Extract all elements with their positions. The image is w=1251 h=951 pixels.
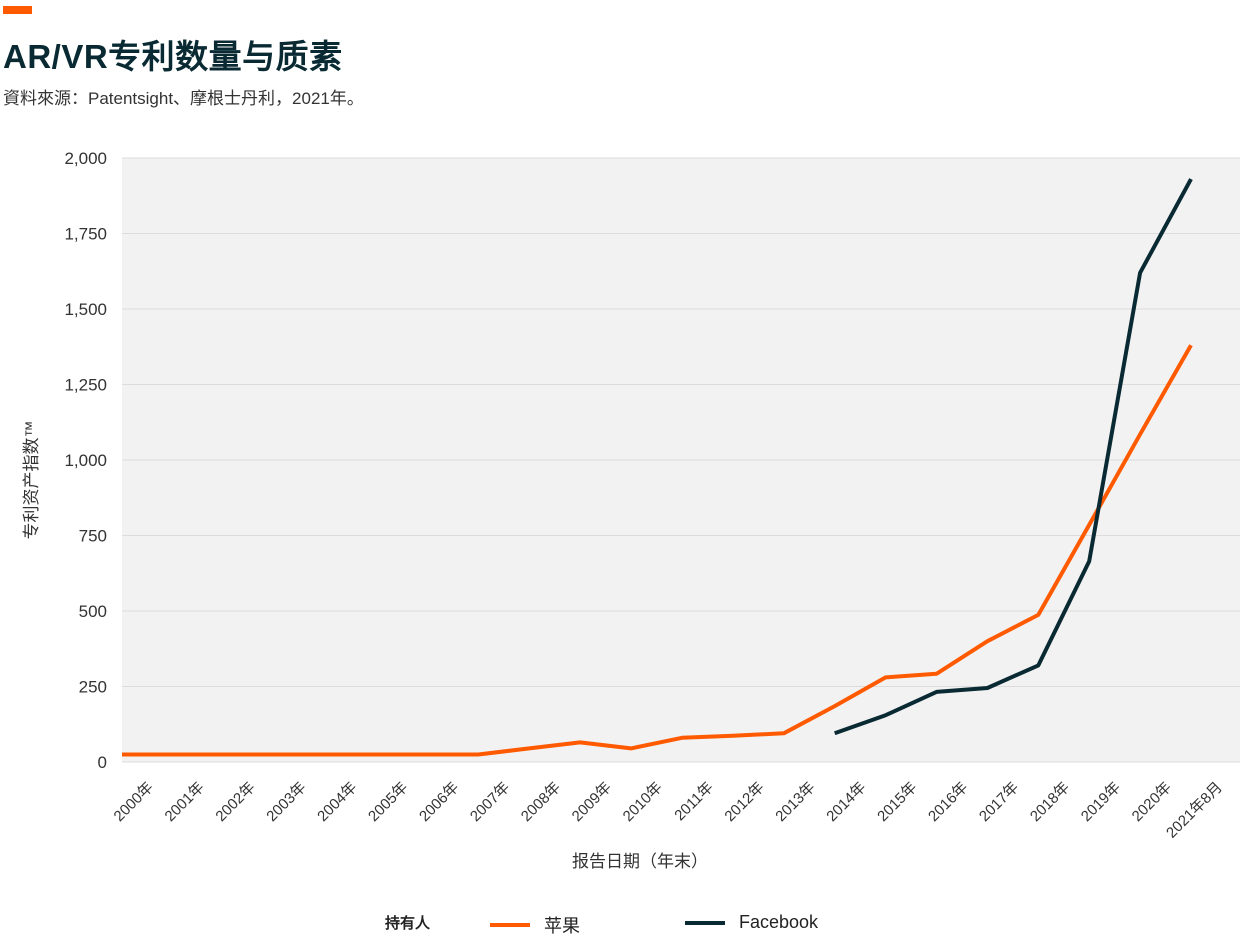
legend: 持有人 苹果 Facebook bbox=[0, 912, 1251, 942]
x-tick-label: 2016年 bbox=[925, 779, 971, 825]
y-tick-label: 1,000 bbox=[64, 451, 107, 470]
x-tick-label: 2019年 bbox=[1078, 779, 1124, 825]
series-line-apple bbox=[122, 344, 1193, 757]
gridlines bbox=[122, 157, 1240, 763]
x-tick-label: 2020年 bbox=[1129, 779, 1175, 825]
x-tick-label: 2021年8月 bbox=[1163, 779, 1226, 842]
legend-label-apple: 苹果 bbox=[544, 916, 580, 936]
y-tick-label: 500 bbox=[79, 602, 107, 621]
legend-swatch-facebook bbox=[685, 920, 725, 925]
legend-item-facebook: Facebook bbox=[685, 912, 818, 933]
y-tick-label: 1,500 bbox=[64, 300, 107, 319]
x-tick-label: 2017年 bbox=[976, 779, 1022, 825]
y-tick-label: 250 bbox=[79, 678, 107, 697]
chart-title: AR/VR专利数量与质素 bbox=[3, 38, 343, 75]
x-tick-label: 2000年 bbox=[111, 779, 157, 825]
chart-source: 資料來源：Patentsight、摩根士丹利，2021年。 bbox=[3, 89, 364, 108]
x-tick-label: 2003年 bbox=[263, 779, 309, 825]
x-tick-label: 2006年 bbox=[416, 779, 462, 825]
legend-label-facebook: Facebook bbox=[739, 912, 819, 932]
series-line-facebook bbox=[834, 178, 1193, 736]
x-tick-label: 2010年 bbox=[620, 779, 666, 825]
y-tick-label: 2,000 bbox=[64, 149, 107, 168]
x-tick-label: 2009年 bbox=[569, 779, 615, 825]
x-tick-label: 2018年 bbox=[1027, 779, 1073, 825]
y-tick-label: 750 bbox=[79, 527, 107, 546]
x-tick-label: 2008年 bbox=[518, 779, 564, 825]
x-tick-label: 2011年 bbox=[671, 779, 716, 824]
x-axis-ticks: 2000年 2001年 2002年 2003年 2004年 2005年 2006年 2007年… bbox=[111, 779, 1226, 842]
y-tick-label: 1,250 bbox=[64, 376, 107, 395]
x-tick-label: 2013年 bbox=[772, 779, 818, 825]
x-tick-label: 2005年 bbox=[365, 779, 411, 825]
x-tick-label: 2004年 bbox=[314, 779, 360, 825]
line-chart: 0 250 500 750 1,000 1,250 1,500 1,750 2,000 2000… bbox=[22, 149, 1240, 871]
legend-title: 持有人 bbox=[385, 915, 431, 932]
x-tick-label: 2015年 bbox=[874, 779, 920, 825]
y-axis-ticks: 0 250 500 750 1,000 1,250 1,500 1,750 2,000 bbox=[64, 149, 107, 772]
accent-bar bbox=[3, 6, 32, 14]
x-tick-label: 2007年 bbox=[467, 779, 513, 825]
x-tick-label: 2001年 bbox=[162, 779, 208, 825]
x-axis-label: 报告日期（年末） bbox=[572, 852, 708, 871]
x-tick-label: 2012年 bbox=[721, 779, 767, 825]
y-axis-label: 专利资产指数™ bbox=[22, 421, 41, 540]
y-tick-label: 1,750 bbox=[64, 225, 107, 244]
legend-item-apple: 苹果 bbox=[490, 912, 580, 938]
y-tick-label: 0 bbox=[98, 753, 107, 772]
x-tick-label: 2002年 bbox=[212, 779, 258, 825]
legend-swatch-apple bbox=[490, 923, 530, 927]
series-lines bbox=[122, 178, 1193, 757]
x-tick-label: 2014年 bbox=[823, 779, 869, 825]
